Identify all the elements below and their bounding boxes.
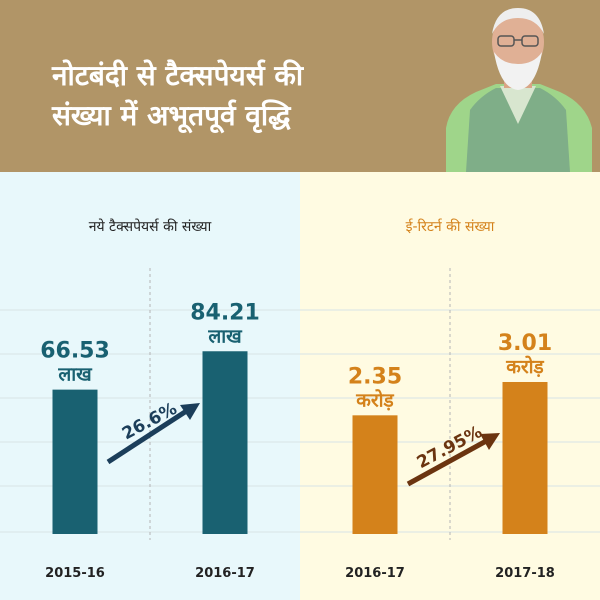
value-label-right-1: 2.35: [348, 364, 402, 389]
cat-label-right-1: 2016-17: [345, 566, 405, 581]
unit-label-left-2: लाख: [207, 325, 243, 347]
unit-label-left-1: लाख: [57, 364, 93, 386]
bar-left-2: [202, 351, 248, 534]
portrait-image: [446, 8, 592, 172]
cat-label-left-1: 2015-16: [45, 566, 105, 581]
cat-label-right-2: 2017-18: [495, 566, 555, 581]
bar-left-1: [52, 389, 98, 534]
chart-title-left: नये टैक्सपेयर्स की संख्या: [89, 218, 212, 235]
cat-label-left-2: 2016-17: [195, 566, 255, 581]
value-label-left-1: 66.53: [40, 339, 110, 364]
header-title-line1: नोटबंदी से टैक्सपेयर्स की: [52, 59, 304, 92]
bar-right-1: [352, 415, 398, 534]
bar-right-2: [502, 381, 548, 534]
growth-arrow-left: [106, 403, 200, 465]
header-title-line2: संख्या में अभूतपूर्व वृद्धि: [52, 99, 291, 132]
unit-label-right-2: करोड़: [505, 355, 544, 378]
unit-label-right-1: करोड़: [355, 388, 394, 411]
header-banner: नोटबंदी से टैक्सपेयर्स की संख्या में अभू…: [0, 0, 600, 172]
value-label-left-2: 84.21: [190, 300, 260, 325]
growth-arrow-right: [406, 433, 500, 487]
value-label-right-2: 3.01: [498, 331, 552, 356]
header-title: नोटबंदी से टैक्सपेयर्स की संख्या में अभू…: [52, 56, 412, 136]
chart-title-right: ई-रिटर्न की संख्या: [406, 218, 495, 235]
